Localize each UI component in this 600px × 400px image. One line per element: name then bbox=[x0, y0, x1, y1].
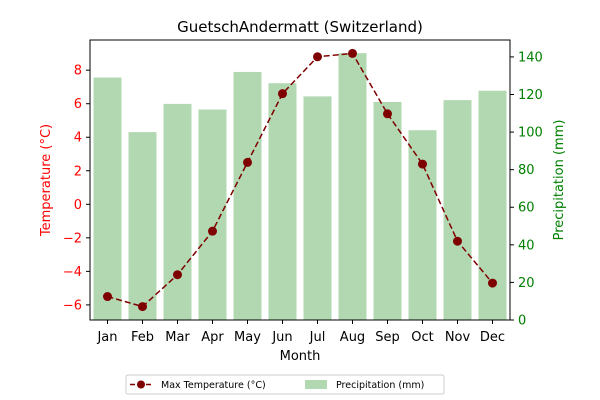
right-tick-label: 40 bbox=[518, 238, 535, 253]
right-axis-label: Precipitation (mm) bbox=[552, 120, 567, 241]
left-tick-label: −4 bbox=[63, 265, 82, 280]
point-jan bbox=[103, 292, 112, 302]
left-axis: −6 −4 −2 0 2 4 6 8 bbox=[63, 64, 90, 313]
x-tick-label: Oct bbox=[411, 330, 433, 345]
x-tick-label: Sep bbox=[375, 330, 400, 345]
point-jun bbox=[278, 89, 287, 99]
left-tick-label: −2 bbox=[63, 231, 82, 246]
legend-bar-swatch bbox=[305, 380, 327, 389]
x-tick-label: Jun bbox=[271, 330, 292, 345]
bar-mar bbox=[163, 103, 192, 321]
point-nov bbox=[453, 236, 462, 246]
bar-nov bbox=[443, 100, 472, 320]
right-tick-label: 140 bbox=[518, 50, 543, 65]
left-tick-label: 6 bbox=[74, 97, 82, 112]
left-tick-label: 8 bbox=[74, 64, 82, 79]
x-axis: Jan Feb Mar Apr May Jun Jul Aug Sep Oct Nov Dec bbox=[96, 320, 505, 345]
bar-feb bbox=[128, 132, 157, 320]
precipitation-bars bbox=[93, 53, 507, 321]
point-jul bbox=[313, 52, 322, 62]
right-tick-label: 0 bbox=[518, 314, 526, 329]
bar-sep bbox=[373, 102, 402, 320]
point-mar bbox=[173, 270, 182, 280]
bar-jun bbox=[268, 83, 297, 321]
point-sep bbox=[383, 109, 392, 119]
right-tick-label: 60 bbox=[518, 201, 535, 216]
legend-label-precipitation: Precipitation (mm) bbox=[336, 380, 424, 391]
left-axis-label: Temperature (°C) bbox=[39, 124, 54, 237]
left-tick-label: 2 bbox=[74, 164, 82, 179]
x-tick-label: May bbox=[234, 330, 261, 345]
x-tick-label: Dec bbox=[480, 330, 505, 345]
temperature-line bbox=[103, 48, 497, 312]
right-axis: 0 20 40 60 80 100 120 140 bbox=[510, 50, 543, 329]
point-aug bbox=[348, 48, 357, 58]
chart-title: GuetschAndermatt (Switzerland) bbox=[177, 18, 423, 36]
x-tick-label: Mar bbox=[165, 330, 190, 345]
right-tick-label: 120 bbox=[518, 88, 543, 103]
plot-frame bbox=[89, 39, 511, 321]
point-oct bbox=[418, 159, 427, 169]
legend-box bbox=[125, 374, 445, 395]
bar-jul bbox=[303, 96, 332, 320]
point-apr bbox=[208, 226, 217, 236]
left-tick-label: −6 bbox=[63, 298, 82, 313]
bar-apr bbox=[198, 109, 227, 320]
legend-line-marker bbox=[137, 380, 145, 389]
bar-may bbox=[233, 71, 262, 320]
x-tick-label: Nov bbox=[445, 330, 471, 345]
x-tick-label: Apr bbox=[201, 330, 224, 345]
bar-jan bbox=[93, 77, 122, 320]
x-tick-label: Jul bbox=[309, 330, 326, 345]
right-tick-label: 100 bbox=[518, 126, 543, 141]
legend-label-temperature: Max Temperature (°C) bbox=[161, 380, 266, 391]
right-tick-label: 20 bbox=[518, 276, 535, 291]
left-tick-label: 0 bbox=[74, 198, 82, 213]
x-axis-label: Month bbox=[280, 349, 321, 364]
bar-aug bbox=[338, 53, 367, 321]
x-tick-label: Feb bbox=[131, 330, 154, 345]
x-tick-label: Aug bbox=[340, 330, 365, 345]
left-tick-label: 4 bbox=[74, 131, 82, 146]
point-feb bbox=[138, 302, 147, 312]
point-dec bbox=[488, 278, 497, 288]
temperature-line-path bbox=[107, 52, 494, 308]
legend: Max Temperature (°C) Precipitation (mm) bbox=[125, 374, 445, 395]
bar-oct bbox=[408, 130, 437, 320]
x-tick-label: Jan bbox=[96, 330, 117, 345]
point-may bbox=[243, 157, 252, 167]
right-tick-label: 80 bbox=[518, 163, 535, 178]
